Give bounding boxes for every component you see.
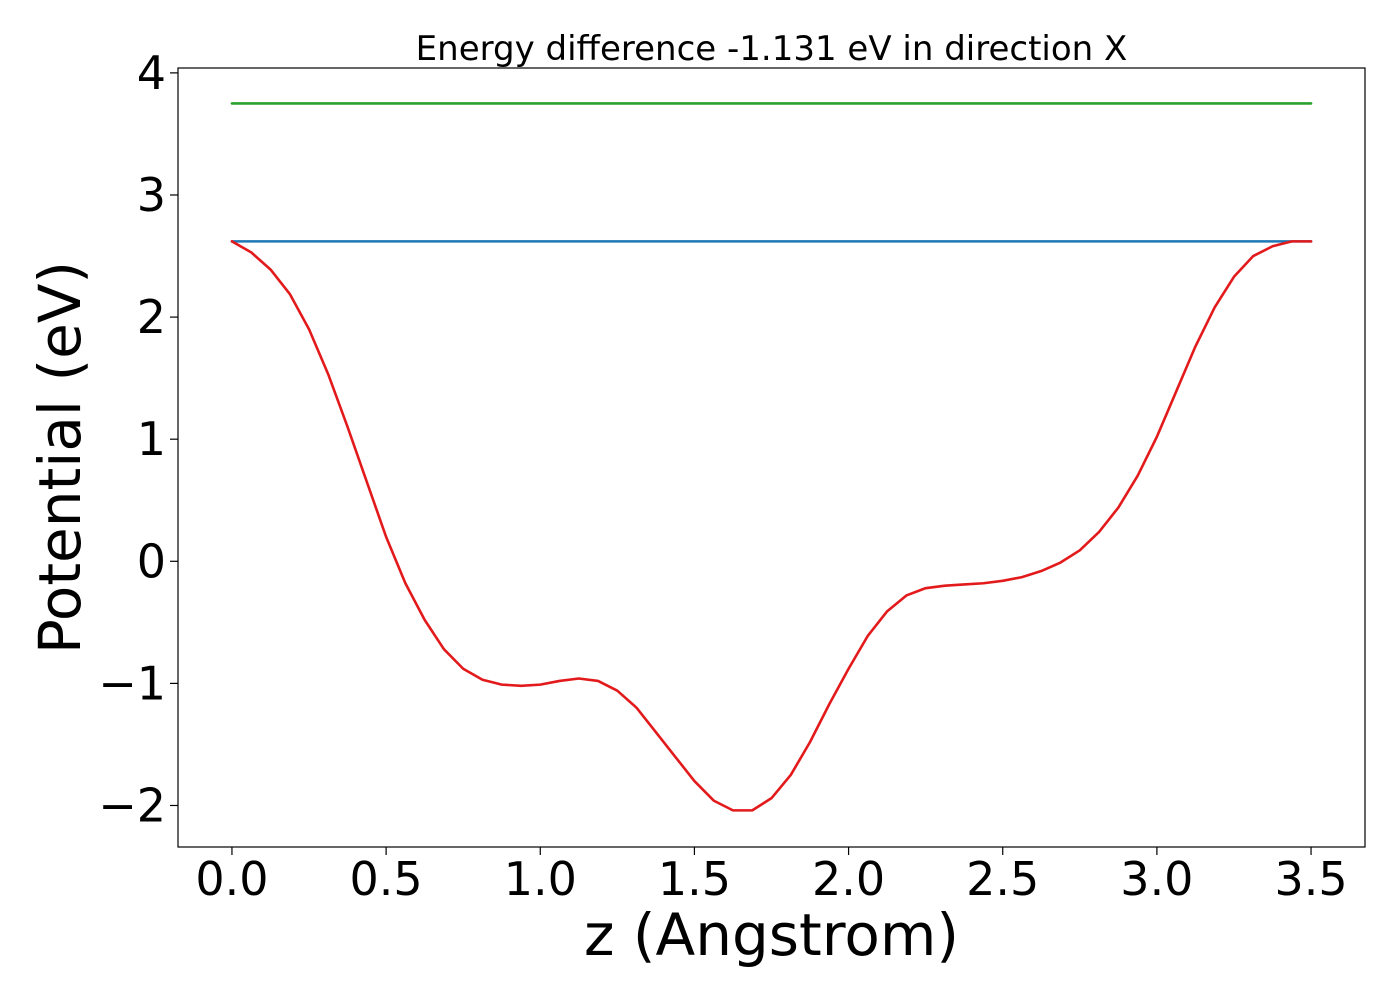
- x-tick-label: 3.0: [1120, 852, 1193, 906]
- x-tick-label: 1.5: [658, 852, 731, 906]
- y-tick-label: 3: [137, 168, 166, 222]
- x-tick-label: 0.5: [350, 852, 423, 906]
- y-tick-label: 2: [137, 290, 166, 344]
- y-tick-label: −2: [98, 778, 166, 832]
- x-tick-label: 0.0: [195, 852, 268, 906]
- series-line-3: [230, 240, 1313, 812]
- x-tick-label: 1.0: [504, 852, 577, 906]
- y-tick-label: −1: [98, 656, 166, 710]
- x-tick-label: 2.5: [966, 852, 1039, 906]
- y-axis-label: Potential (eV): [26, 261, 94, 654]
- axes-layer: 0.0 0.5 1.0 1.5 2.0 2.5 3.0 3.5 −2 −1 0 1 2 3 4: [98, 46, 1366, 906]
- plot-frame: [177, 67, 1366, 848]
- x-axis-label: z (Angstrom): [584, 901, 959, 969]
- y-tick-label: 1: [137, 412, 166, 466]
- x-tick-label: 2.0: [812, 852, 885, 906]
- y-tick-label: 0: [137, 534, 166, 588]
- y-tick-label: 4: [137, 46, 166, 100]
- series-layer: [230, 102, 1313, 812]
- x-tick-label: 3.5: [1274, 852, 1347, 906]
- chart-title: Energy difference -1.131 eV in direction…: [416, 29, 1128, 69]
